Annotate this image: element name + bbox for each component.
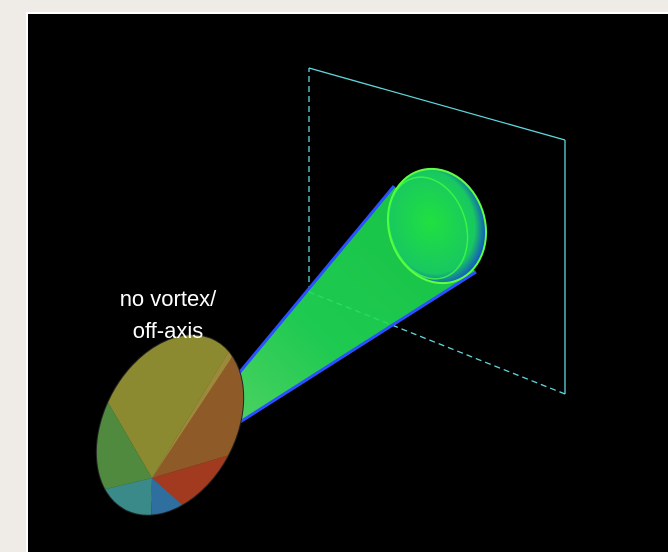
- scene: no vortex/ off-axis: [0, 0, 668, 552]
- page: no vortex/ off-axis (() => { const data …: [0, 0, 668, 552]
- annotation-line: no vortex/: [120, 286, 217, 311]
- annotation-line: off-axis: [133, 318, 204, 343]
